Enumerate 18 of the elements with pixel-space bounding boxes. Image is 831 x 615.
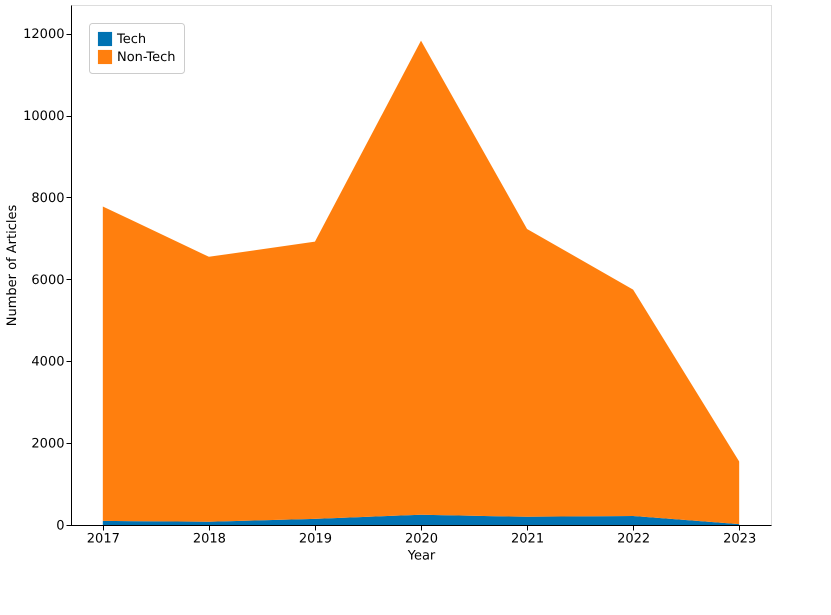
- x-axis-title: Year: [406, 548, 436, 564]
- legend-label: Non-Tech: [117, 50, 176, 65]
- legend-label: Tech: [116, 32, 146, 47]
- y-tick-label: 4000: [31, 354, 64, 370]
- x-tick-label: 2023: [723, 532, 756, 546]
- x-tick-label: 2020: [404, 532, 438, 546]
- y-tick-label: 8000: [31, 190, 64, 206]
- x-tick-label: 2018: [192, 532, 226, 546]
- y-tick-label: 10000: [23, 109, 64, 124]
- y-axis-title: Number of Articles: [5, 204, 20, 326]
- y-tick-label: 2000: [31, 436, 64, 452]
- x-tick-label: 2022: [617, 532, 650, 546]
- x-tick-label: 2019: [298, 532, 332, 546]
- y-tick-label: 6000: [31, 272, 64, 288]
- y-tick-label: 12000: [23, 27, 64, 42]
- y-tick-label: 0: [56, 518, 64, 534]
- x-tick-label: 2017: [86, 532, 120, 546]
- x-tick-label: 2021: [511, 532, 544, 546]
